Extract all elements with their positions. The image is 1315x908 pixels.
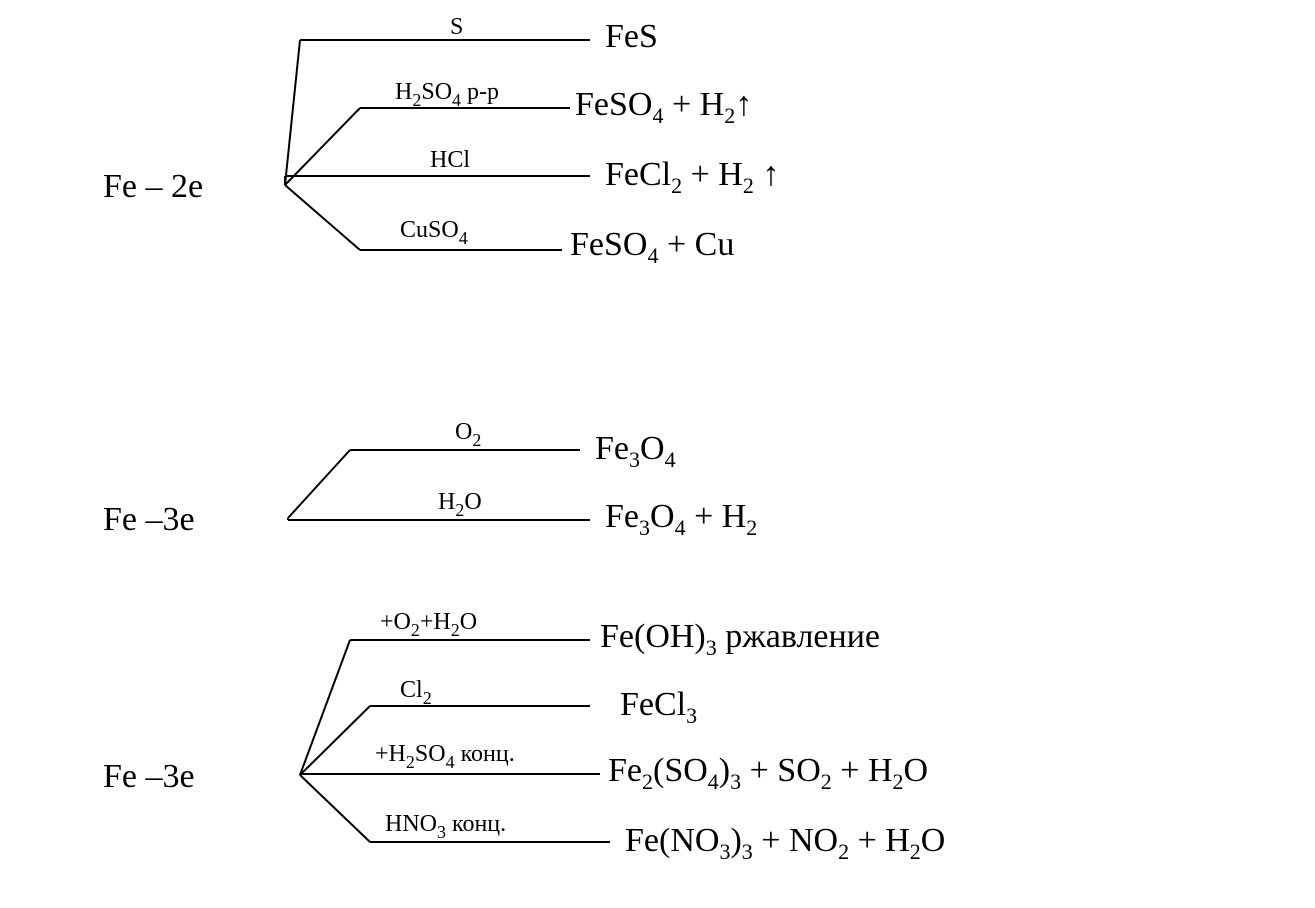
reagent-label: HCl [430, 148, 470, 172]
reagent-label: +H2SO4 конц. [375, 742, 515, 768]
reagent-label: H2SO4 р-р [395, 80, 499, 106]
reagent-label: O2 [455, 420, 481, 446]
product-label: FeSO4 + Cu [570, 228, 734, 263]
product-label: Fe(NO3)3 + NO2 + H2O [625, 824, 945, 859]
reaction-root: Fe –3e [103, 503, 195, 537]
product-label: FeCl2 + H2 ↑ [605, 158, 779, 193]
reagent-label: S [450, 15, 463, 39]
reagent-label: +O2+H2O [380, 610, 477, 636]
product-label: FeS [605, 20, 658, 54]
product-label: Fe3O4 [595, 432, 676, 467]
product-label: Fe3O4 + H2 [605, 500, 757, 535]
reaction-root: Fe –3e [103, 760, 195, 794]
reagent-label: HNO3 конц. [385, 812, 506, 838]
reagent-label: Cl2 [400, 678, 432, 704]
product-label: FeSO4 + H2↑ [575, 88, 752, 123]
product-label: Fe(OH)3 ржавление [600, 620, 880, 655]
reagent-label: CuSO4 [400, 218, 468, 244]
diagram-canvas: Fe – 2e S FeS H2SO4 р-р FeSO4 + H2↑ HCl FeCl2 … [0, 0, 1315, 908]
reagent-label: H2O [438, 490, 482, 516]
reaction-root: Fe – 2e [103, 170, 203, 204]
product-label: Fe2(SO4)3 + SO2 + H2O [608, 754, 928, 789]
product-label: FeCl3 [620, 688, 697, 723]
